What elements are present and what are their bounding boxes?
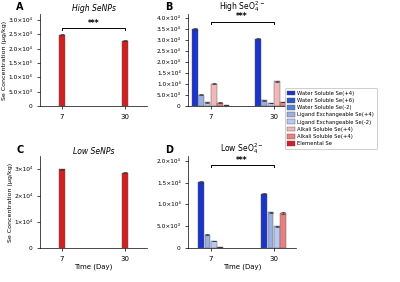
Bar <box>122 41 128 106</box>
X-axis label: Time (Day): Time (Day) <box>223 263 261 270</box>
Bar <box>192 29 198 106</box>
Bar <box>274 81 280 106</box>
Bar <box>280 213 286 248</box>
Bar <box>198 94 204 106</box>
Text: B: B <box>165 2 172 12</box>
Bar <box>211 83 216 106</box>
Bar <box>224 105 229 106</box>
Bar <box>274 226 280 248</box>
Bar <box>59 169 65 248</box>
Text: D: D <box>165 145 173 155</box>
Title: High SeNPs: High SeNPs <box>72 4 116 13</box>
Title: High SeO$_4^{2-}$: High SeO$_4^{2-}$ <box>219 0 265 14</box>
Text: ***: *** <box>88 19 100 28</box>
Bar <box>280 102 286 106</box>
Bar <box>59 35 65 106</box>
Bar <box>122 173 128 248</box>
Y-axis label: Se Concentration (μg/kg): Se Concentration (μg/kg) <box>8 163 13 242</box>
Bar <box>211 241 216 248</box>
Title: Low SeNPs: Low SeNPs <box>73 147 114 156</box>
Bar <box>255 39 261 106</box>
Title: Low SeO$_4^{2-}$: Low SeO$_4^{2-}$ <box>220 142 264 157</box>
Bar <box>262 100 267 106</box>
Bar <box>217 103 223 106</box>
Text: A: A <box>16 2 24 12</box>
Text: ***: *** <box>236 12 248 21</box>
Legend: Water Soluble Se(+4), Water Soluble Se(+6), Water Soluble Se(-2), Ligand Exchang: Water Soluble Se(+4), Water Soluble Se(+… <box>285 88 377 149</box>
Bar <box>198 182 204 248</box>
Text: ***: *** <box>236 156 248 165</box>
Y-axis label: Se Concentration (μg/kg): Se Concentration (μg/kg) <box>2 20 7 100</box>
Text: C: C <box>16 145 24 155</box>
Bar <box>204 102 210 106</box>
X-axis label: Time (Day): Time (Day) <box>74 263 113 270</box>
Bar <box>268 212 274 248</box>
Bar <box>287 103 292 106</box>
Bar <box>204 235 210 248</box>
Bar <box>268 103 274 106</box>
Bar <box>217 247 223 248</box>
Bar <box>262 193 267 248</box>
